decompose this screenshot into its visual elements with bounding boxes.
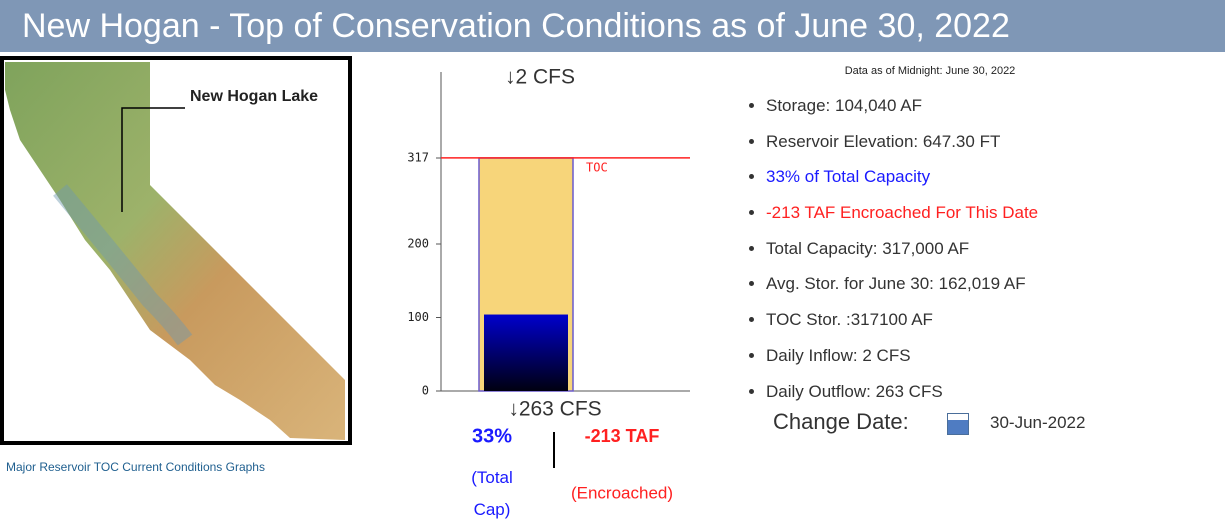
info-item: TOC Stor. :317100 AF [766, 306, 1038, 342]
info-item: Total Capacity: 317,000 AF [766, 235, 1038, 271]
encroached: -213 TAF [585, 426, 660, 446]
page-title: New Hogan - Top of Conservation Conditio… [0, 0, 1225, 52]
y-tick-label: 0 [422, 384, 429, 398]
california-map [5, 62, 345, 440]
map: New Hogan Lake [5, 62, 345, 440]
map-label: New Hogan Lake [190, 88, 318, 105]
change-date-label: Change Date: [773, 409, 909, 434]
info-item: 33% of Total Capacity [766, 163, 1038, 199]
date-value: 30-Jun-2022 [990, 413, 1086, 432]
y-tick-label: 200 [407, 236, 429, 250]
info-list: Storage: 104,040 AFReservoir Elevation: … [745, 92, 1038, 413]
y-tick-label: 100 [407, 310, 429, 324]
info-item: -213 TAF Encroached For This Date [766, 199, 1038, 235]
info-item: Daily Outflow: 263 CFS [766, 378, 1038, 414]
calendar-button[interactable] [947, 413, 969, 435]
info-item: Daily Inflow: 2 CFS [766, 342, 1038, 378]
info-item: Reservoir Elevation: 647.30 FT [766, 128, 1038, 164]
pct: 33% [472, 425, 512, 447]
leader-line [121, 107, 185, 212]
y-tick-label: 317 [407, 150, 429, 164]
storage-bar [484, 314, 568, 391]
pct-note: (Total Cap) [471, 468, 513, 519]
caption-link[interactable]: Major Reservoir TOC Current Conditions G… [6, 460, 265, 474]
toc-label: TOC [586, 160, 608, 174]
central-valley [53, 184, 193, 346]
inflow: ↓2 CFS [505, 66, 575, 89]
info-item: Storage: 104,040 AF [766, 92, 1038, 128]
info-item: Avg. Stor. for June 30: 162,019 AF [766, 270, 1038, 306]
as-of: Data as of Midnight: June 30, 2022 [844, 65, 1016, 77]
encroached-note: (Encroached) [571, 483, 673, 502]
map-frame [0, 56, 352, 445]
outflow: ↓263 CFS [508, 398, 601, 421]
